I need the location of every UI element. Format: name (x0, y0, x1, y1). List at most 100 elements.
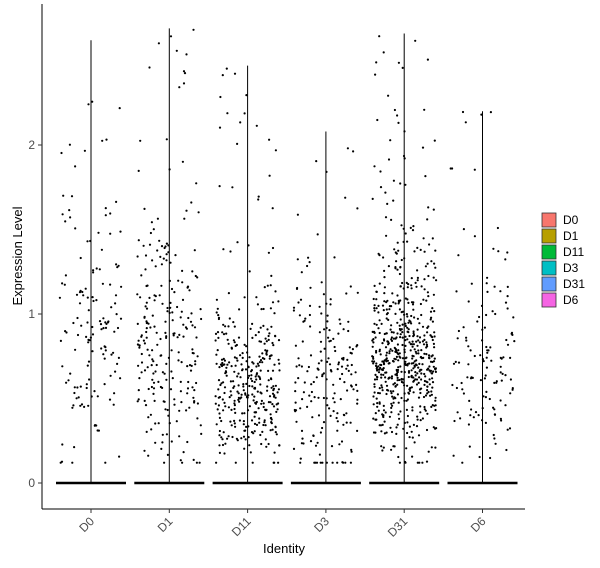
data-point (95, 299, 98, 302)
data-point (79, 404, 82, 407)
data-point (195, 182, 198, 185)
data-point (260, 442, 263, 446)
data-point (296, 258, 299, 261)
data-point (481, 419, 484, 422)
data-point (110, 306, 113, 309)
data-point (470, 408, 473, 411)
data-point (397, 401, 400, 404)
data-point (61, 443, 64, 446)
data-point (390, 430, 394, 434)
data-point (417, 366, 420, 369)
data-point (378, 254, 381, 257)
data-point (294, 409, 298, 412)
data-point (389, 390, 392, 393)
data-point (113, 392, 116, 395)
data-point (410, 343, 414, 346)
data-point (98, 268, 101, 271)
data-point (105, 322, 108, 325)
data-point (233, 341, 236, 344)
data-point (171, 311, 174, 314)
data-point (423, 383, 426, 386)
data-point (145, 336, 148, 339)
data-point (462, 392, 465, 395)
data-point (251, 393, 254, 396)
data-point (421, 417, 424, 420)
data-point (402, 240, 405, 243)
legend-label: D3 (563, 261, 579, 275)
data-point (400, 396, 403, 400)
data-point (302, 391, 305, 394)
data-point (325, 378, 328, 381)
data-point (372, 395, 375, 398)
data-point (309, 286, 312, 289)
data-point (329, 414, 332, 417)
data-point (401, 357, 405, 360)
data-point (392, 301, 395, 304)
data-point (332, 410, 335, 413)
y-tick-label: 1 (28, 307, 35, 321)
data-point (371, 345, 374, 348)
data-point (153, 299, 156, 302)
data-point (350, 448, 353, 451)
data-point (165, 259, 168, 262)
data-point (186, 440, 189, 444)
data-point (173, 291, 176, 294)
data-point (101, 282, 104, 285)
data-point (271, 207, 274, 210)
data-point (166, 408, 169, 412)
data-point (220, 382, 223, 385)
data-point (476, 320, 479, 323)
data-point (221, 398, 224, 401)
data-point (412, 367, 415, 370)
data-point (453, 419, 456, 423)
data-point (504, 301, 508, 304)
data-point (146, 366, 149, 369)
data-point (242, 389, 245, 392)
data-point (342, 328, 345, 331)
data-point (230, 424, 233, 427)
data-point (262, 405, 265, 409)
data-point (114, 294, 118, 297)
data-point (336, 368, 339, 371)
data-point (341, 461, 344, 464)
data-point (511, 387, 514, 390)
data-point (263, 421, 266, 424)
data-point (406, 414, 409, 418)
data-point (196, 276, 199, 279)
data-point (509, 378, 512, 381)
data-point (395, 350, 398, 353)
data-point (265, 445, 268, 448)
data-point (277, 388, 280, 391)
data-point (336, 412, 339, 415)
data-point (137, 339, 140, 342)
data-point (411, 303, 415, 306)
data-point (425, 460, 429, 463)
data-point (484, 421, 487, 424)
data-point (306, 264, 309, 268)
data-point (292, 309, 295, 312)
data-point (379, 366, 382, 369)
data-point (375, 307, 378, 310)
data-point (269, 401, 272, 404)
data-point (424, 175, 427, 178)
data-point (170, 287, 174, 291)
data-point (247, 366, 250, 369)
legend-swatch (541, 260, 557, 276)
data-point (96, 395, 99, 398)
data-point (103, 345, 106, 348)
data-point (247, 425, 250, 428)
data-point (355, 383, 358, 386)
data-point (149, 326, 152, 329)
data-point (320, 281, 323, 284)
data-point (395, 260, 398, 263)
data-point (229, 250, 232, 253)
data-point (165, 378, 168, 381)
data-point (317, 414, 321, 417)
data-point (417, 339, 420, 342)
data-point (395, 355, 398, 358)
data-point (403, 130, 406, 133)
data-point (340, 440, 344, 443)
data-point (371, 355, 374, 358)
data-point (504, 404, 507, 407)
data-point (403, 348, 406, 351)
